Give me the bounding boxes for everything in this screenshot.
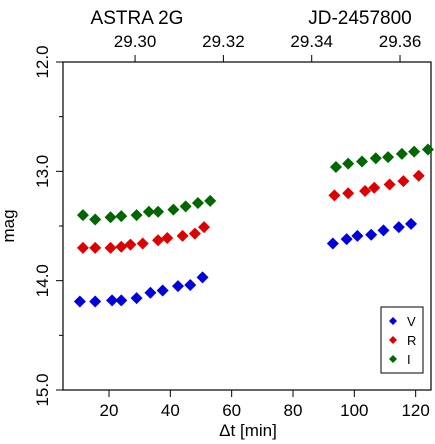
x-axis-label: Δt [min]	[219, 421, 277, 440]
legend-marker-I	[389, 355, 397, 363]
legend-label-R: R	[407, 333, 416, 348]
x-tick-label: 120	[401, 401, 429, 420]
data-point	[351, 229, 364, 242]
data-point	[395, 147, 408, 160]
data-point	[188, 227, 201, 240]
series-R	[76, 169, 425, 254]
data-point	[382, 151, 395, 164]
data-point	[144, 286, 157, 299]
data-point	[328, 189, 341, 202]
data-point	[412, 169, 425, 182]
data-point	[377, 224, 390, 237]
x-tick-label: 40	[161, 401, 180, 420]
y-tick-label: 13.0	[33, 155, 52, 188]
data-point	[421, 143, 434, 156]
legend-label-V: V	[407, 314, 416, 329]
legend: VRI	[380, 306, 424, 374]
data-point	[89, 241, 102, 254]
series-I	[76, 143, 434, 226]
y-tick-label: 14.0	[33, 264, 52, 297]
axes: 20 40 60 80 100 120 29.30 29.32 29.34 29.36 12.0 13…	[33, 32, 430, 420]
top-tick-label: 29.30	[114, 32, 157, 51]
data-point	[368, 181, 381, 194]
y-axis-label: mag	[0, 209, 18, 242]
data-point	[161, 232, 174, 245]
data-point	[340, 233, 353, 246]
data-point	[76, 209, 89, 222]
data-point	[156, 284, 169, 297]
data-point	[124, 238, 137, 251]
legend-marker-R	[389, 336, 397, 344]
data-point	[342, 157, 355, 170]
data-point	[191, 197, 204, 210]
data-point	[115, 240, 128, 253]
data-point	[397, 175, 410, 188]
data-point	[136, 237, 149, 250]
data-point	[329, 160, 342, 173]
data-point	[176, 229, 189, 242]
data-point	[73, 295, 86, 308]
series-V	[73, 217, 418, 308]
data-point	[106, 294, 119, 307]
top-tick-label: 29.36	[379, 32, 422, 51]
data-point	[369, 152, 382, 165]
data-point	[130, 209, 143, 222]
data-point	[392, 221, 405, 234]
legend-box	[380, 306, 424, 374]
data-point	[115, 294, 128, 307]
y-tick-label: 15.0	[33, 373, 52, 406]
data-point	[196, 271, 209, 284]
data-point	[172, 280, 184, 293]
x-tick-label: 80	[284, 401, 303, 420]
data-point	[405, 217, 418, 230]
data-point	[179, 200, 192, 213]
data-point	[198, 221, 211, 234]
data-point	[104, 211, 117, 224]
data-point	[152, 205, 165, 218]
legend-label-I: I	[407, 352, 411, 367]
data-point	[89, 213, 102, 226]
data-point	[167, 203, 180, 216]
data-point	[152, 234, 165, 247]
top-tick-label: 29.32	[202, 32, 245, 51]
x-tick-label: 60	[222, 401, 241, 420]
data-point	[130, 292, 143, 305]
x-tick-label: 100	[340, 401, 368, 420]
data-point	[115, 210, 128, 223]
data-point	[184, 279, 197, 292]
data-point	[408, 145, 421, 158]
data-points	[73, 143, 434, 308]
top-tick-label: 29.34	[290, 32, 333, 51]
data-point	[104, 241, 117, 254]
data-point	[359, 185, 372, 198]
data-point	[76, 241, 89, 254]
data-point	[356, 155, 368, 168]
data-point	[142, 205, 155, 218]
plot-frame	[62, 61, 432, 391]
chart-title: ASTRA 2G	[91, 8, 184, 29]
data-point	[89, 295, 102, 308]
y-tick-label: 12.0	[33, 45, 52, 78]
data-point	[204, 194, 217, 207]
data-point	[365, 228, 378, 241]
top-axis-title: JD-2457800	[308, 8, 412, 29]
data-point	[342, 187, 355, 200]
x-tick-label: 20	[100, 401, 119, 420]
data-point	[326, 237, 339, 250]
legend-marker-V	[389, 317, 397, 325]
data-point	[383, 178, 396, 191]
